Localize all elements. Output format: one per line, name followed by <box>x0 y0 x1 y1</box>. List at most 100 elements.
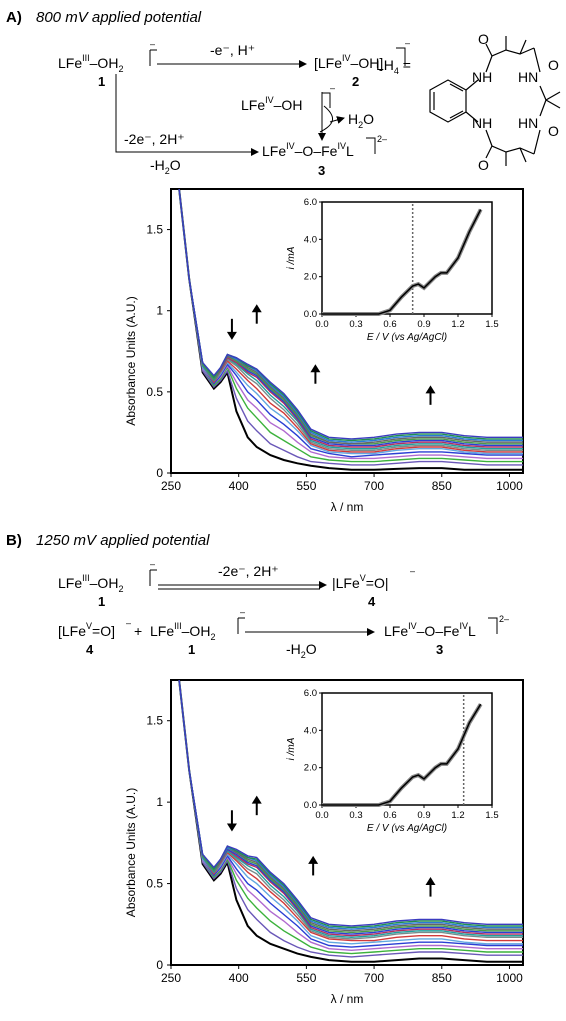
inset-y-axis-label: i /mA <box>286 737 297 760</box>
a-bracket-dimer <box>366 137 376 154</box>
a-arrow-2-label-bottom: -H2O <box>150 157 181 176</box>
ligand-backbone <box>485 47 535 155</box>
panel-a-label: A) <box>6 9 22 26</box>
b-number-4b: 4 <box>86 642 94 657</box>
ligand-methyls <box>505 36 527 166</box>
series-line <box>178 680 523 955</box>
ligand-benzene-ring <box>429 79 467 123</box>
x-tick-label: 250 <box>161 971 181 985</box>
plot-frame <box>170 679 524 966</box>
x-tick-label: 1000 <box>496 971 523 985</box>
inset-x-tick-label: 0.6 <box>383 810 396 821</box>
arrow-head <box>425 877 436 886</box>
a-species-2: [LFeIV–OH] <box>314 53 383 71</box>
y-tick-label: 1 <box>156 795 163 809</box>
series-group <box>178 189 523 471</box>
inset-y-tick-label: 0.0 <box>304 800 317 811</box>
arrow-head <box>310 364 321 373</box>
a-number-2: 2 <box>352 74 359 89</box>
inset-x-axis-label: E / V (vs Ag/AgCl) <box>367 823 447 834</box>
series-line <box>178 680 523 958</box>
a-charge-1: – <box>150 39 155 49</box>
ligand-hn-2: HN <box>518 115 538 131</box>
ligand-carbonyl <box>485 145 493 159</box>
inset-x-tick-label: 1.2 <box>451 319 464 330</box>
arrow-up-icon <box>251 304 262 324</box>
y-tick-label: 1.5 <box>146 714 163 728</box>
ligand-label: LH4 = <box>376 57 411 76</box>
ligand-aromatic-bond <box>449 110 464 119</box>
b-row2-plus: + <box>134 623 142 639</box>
ligand-o-4: O <box>548 123 559 139</box>
b-row2-b: LFeIII–OH2 <box>150 621 215 642</box>
b-bracket-dimer <box>488 617 498 634</box>
inset-y-tick-label: 4.0 <box>304 234 317 245</box>
arrow-down-icon <box>226 810 237 832</box>
a-bracket-2 <box>396 47 406 66</box>
inset-x-tick-label: 0.9 <box>417 319 430 330</box>
a-arrow-1-label: -e⁻, H⁺ <box>210 42 255 58</box>
inset-background <box>282 192 510 360</box>
panel-b-scheme: LFeIII–OH2 – 1 -2e⁻, 2H⁺ |LFeV=O| – 4 [L… <box>58 559 509 660</box>
series-line <box>178 189 523 458</box>
a-arrow-water <box>329 116 345 124</box>
y-tick-label: 0 <box>156 466 163 480</box>
series-line <box>178 189 523 460</box>
panel-b-title: 1250 mV applied potential <box>36 532 210 549</box>
ligand-atoms: NH NH HN HN O O O O <box>472 31 559 173</box>
arrow-up-icon <box>425 877 436 897</box>
b-charge-1: – <box>150 559 155 569</box>
y-tick-label: 0.5 <box>146 877 163 891</box>
inset-chart: 0.0 2.0 4.0 6.0 0.0 0.3 0.6 0.9 1.2 1.5 E / V (vs … <box>282 192 510 360</box>
series-line <box>178 189 523 440</box>
a-curved-arrow <box>319 105 333 133</box>
x-axis-label: λ / nm <box>331 500 364 514</box>
inset-x-tick-label: 0.6 <box>383 319 396 330</box>
ligand-gem-methyls <box>545 91 561 109</box>
b-charge-dimer: 2– <box>499 614 509 624</box>
series-line <box>178 680 523 948</box>
ligand-aromatic-bond <box>449 83 464 92</box>
plot-frame <box>170 188 524 474</box>
b-row2-a: [LFeV=O] <box>58 621 115 639</box>
ligand-carbonyl <box>485 43 493 57</box>
x-axis-label: λ / nm <box>331 992 364 1006</box>
y-tick-label: 1.5 <box>146 223 163 237</box>
b-number-3: 3 <box>436 642 443 657</box>
ligand-o-1: O <box>478 31 489 47</box>
a-bracket-reagent <box>322 92 331 108</box>
arrow-head <box>226 823 237 832</box>
y-tick-label: 1 <box>156 304 163 318</box>
b-charge-4: – <box>410 566 415 576</box>
inset-frame <box>321 201 493 315</box>
inset-background <box>282 683 510 851</box>
b-number-1b: 1 <box>188 642 195 657</box>
arrow-up-icon <box>310 364 321 384</box>
series-line <box>178 680 523 963</box>
inset-chart: 0.0 2.0 4.0 6.0 0.0 0.3 0.6 0.9 1.2 1.5 E / V (vs … <box>282 683 510 851</box>
panel-a-title: 800 mV applied potential <box>36 9 202 26</box>
x-tick-label: 400 <box>229 479 249 493</box>
inset-x-tick-label: 0.3 <box>349 319 362 330</box>
panel-b-header: B) 1250 mV applied potential <box>6 532 210 549</box>
b-dimer: LFeIV–O–FeIVL <box>384 621 476 639</box>
b-number-1: 1 <box>98 594 105 609</box>
series-line <box>178 680 523 927</box>
a-dimer: LFeIV–O–FeIVL <box>262 141 354 159</box>
ligand-n-bonds <box>465 79 479 123</box>
inset-x-tick-label: 1.5 <box>485 810 498 821</box>
inset-x-tick-label: 1.2 <box>451 810 464 821</box>
a-number-1: 1 <box>98 74 105 89</box>
inset-y-tick-label: 6.0 <box>304 688 317 699</box>
arrow-head <box>308 855 319 864</box>
a-number-3: 3 <box>318 163 325 178</box>
arrow-up-icon <box>251 795 262 816</box>
x-tick-label: 700 <box>364 479 384 493</box>
inset-curve <box>322 703 482 806</box>
x-tick-label: 850 <box>432 479 452 493</box>
ligand-nh-2: NH <box>472 115 492 131</box>
b-species-4: |LFeV=O| <box>332 573 388 591</box>
inset-x-axis-label: E / V (vs Ag/AgCl) <box>367 332 447 343</box>
a-bracket-1 <box>149 49 157 66</box>
